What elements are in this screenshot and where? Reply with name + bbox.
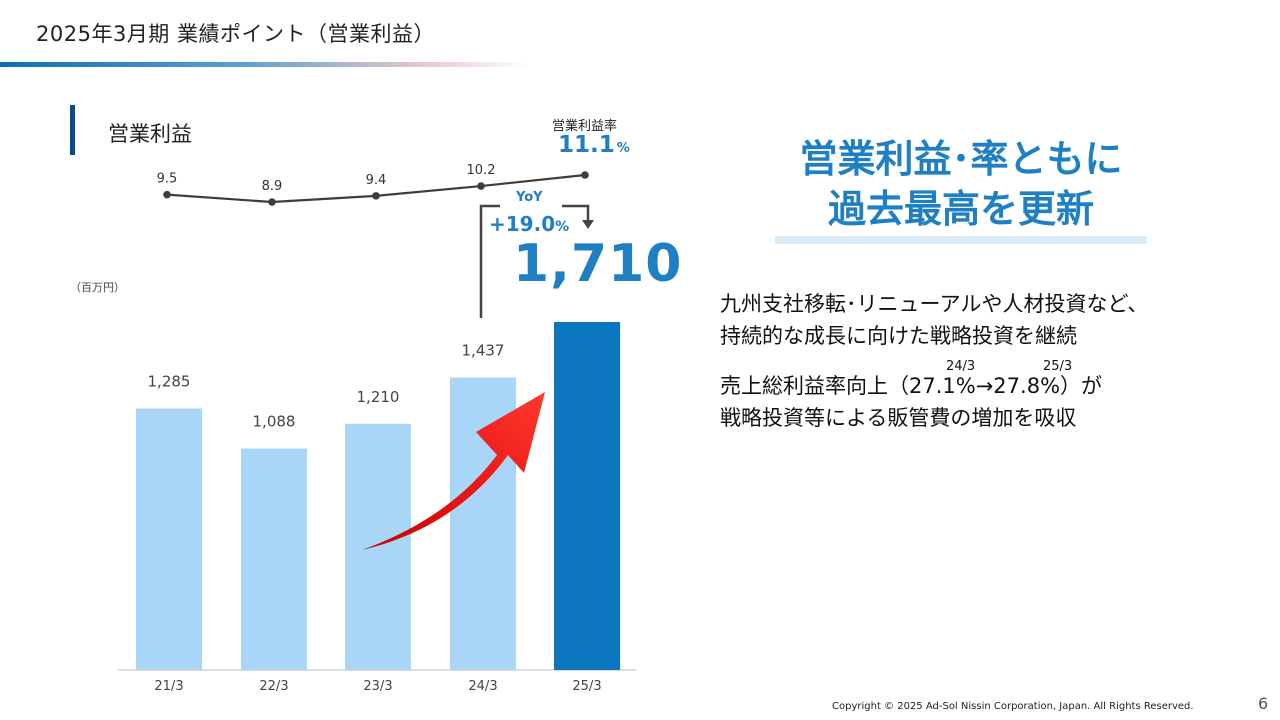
bullet-gross-margin: 売上総利益率向上（27.1%→27.8%）が 戦略投資等による販管費の増加を吸収 [720,370,1102,434]
x-tick-label: 23/3 [363,679,392,694]
margin-value-label: 9.4 [366,173,387,188]
headline-underline [775,236,1147,244]
highlight-value: 1,710 [513,234,683,294]
headline: 営業利益･率ともに 過去最高を更新 [775,134,1147,234]
headline-line-1: 営業利益･率ともに [799,137,1123,181]
margin-point [163,190,171,199]
bar-value-label: 1,285 [148,372,191,390]
bullet-gross-margin-line-1: 売上総利益率向上（27.1%→27.8%）が [720,374,1103,398]
section-accent-bar [70,105,75,155]
x-tick-label: 24/3 [468,679,497,694]
bullet-investment-line-2: 持続的な成長に向けた戦略投資を継続 [720,324,1077,348]
bar-25-3 [554,322,620,670]
headline-line-2: 過去最高を更新 [827,187,1094,231]
x-tick-label: 21/3 [154,679,183,694]
yoy-bracket-left [479,204,500,318]
margin-point [581,171,589,179]
bullet-investment-line-1: 九州支社移転･リニューアルや人材投資など、 [720,292,1149,316]
yoy-unit: % [555,219,570,235]
margin-caption: 営業利益率 [552,119,618,134]
page-number: 6 [1258,694,1269,713]
margin-value-label: 8.9 [262,179,283,194]
yoy-label: YoY [516,190,543,205]
bar-value-label: 1,437 [462,342,505,360]
x-tick-label: 22/3 [259,679,288,694]
margin-unit: % [616,141,630,156]
yoy-bracket-arrowhead [582,220,594,229]
margin-value-label: 10.2 [467,163,496,178]
growth-arrow [362,392,545,550]
x-tick-label: 25/3 [572,679,601,694]
note-25-3: 25/3 [1043,359,1073,374]
page-title: 2025年3月期 業績ポイント（営業利益） [36,22,435,46]
bar-21-3 [136,408,202,670]
unit-label: （百万円） [70,281,125,294]
bar-23-3 [345,423,411,670]
margin-point [477,182,485,190]
note-24-3: 24/3 [946,359,976,374]
yoy-bracket-right [562,204,590,222]
bar-value-label: 1,088 [253,413,296,431]
margin-value-label: 9.5 [157,172,178,187]
title-underline [0,62,530,67]
margin-point [268,198,276,206]
bullet-investment: 九州支社移転･リニューアルや人材投資など、 持続的な成長に向けた戦略投資を継続 [720,288,1148,352]
bar-value-label: 1,210 [357,388,400,406]
margin-number: 11.1 [558,132,615,158]
margin-value: 11.1% [558,132,630,158]
yoy-value: +19.0% [489,212,569,236]
bar-22-3 [241,448,307,670]
section-title: 営業利益 [108,122,192,146]
copyright: Copyright © 2025 Ad-Sol Nissin Corporati… [832,701,1194,712]
yoy-number: +19.0 [489,212,556,236]
margin-point [372,192,380,200]
bullet-gross-margin-line-2: 戦略投資等による販管費の増加を吸収 [720,406,1077,430]
